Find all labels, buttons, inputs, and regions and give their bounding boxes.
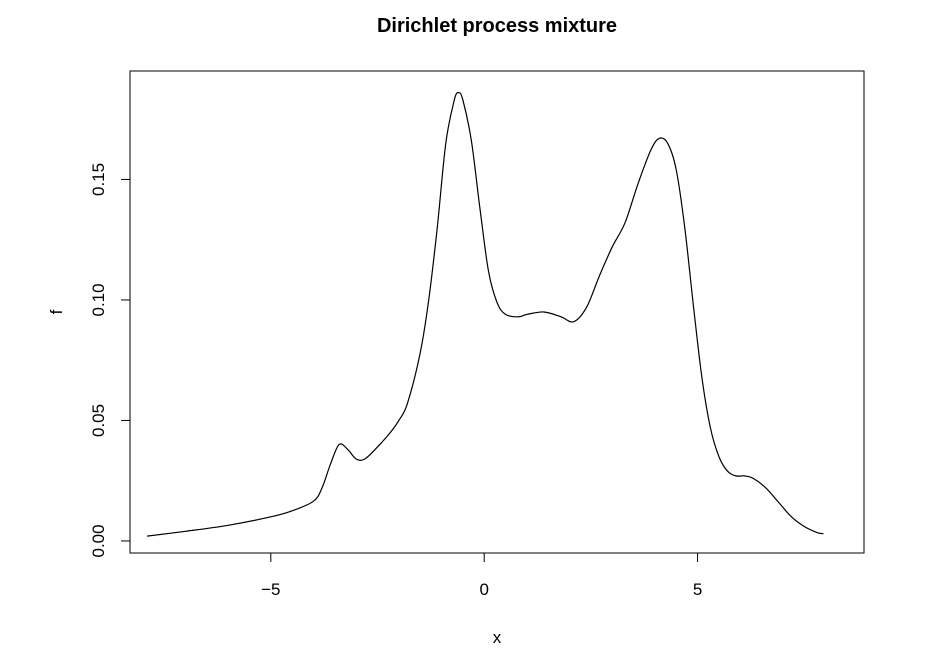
y-axis: 0.00 0.05 0.10 0.15	[89, 163, 131, 557]
x-tick-label: 5	[693, 580, 702, 599]
y-tick-label: 0.05	[89, 404, 108, 437]
x-tick-label: −5	[261, 580, 280, 599]
y-tick-label: 0.10	[89, 283, 108, 316]
chart-title: Dirichlet process mixture	[377, 15, 617, 37]
x-axis: −5 0 5	[261, 552, 702, 599]
y-axis-label: f	[47, 309, 66, 314]
plot-area-border	[129, 70, 865, 554]
density-curve	[146, 92, 824, 537]
x-tick-label: 0	[479, 580, 488, 599]
y-tick-label: 0.00	[89, 524, 108, 557]
x-axis-label: x	[493, 628, 502, 647]
y-tick-label: 0.15	[89, 163, 108, 196]
